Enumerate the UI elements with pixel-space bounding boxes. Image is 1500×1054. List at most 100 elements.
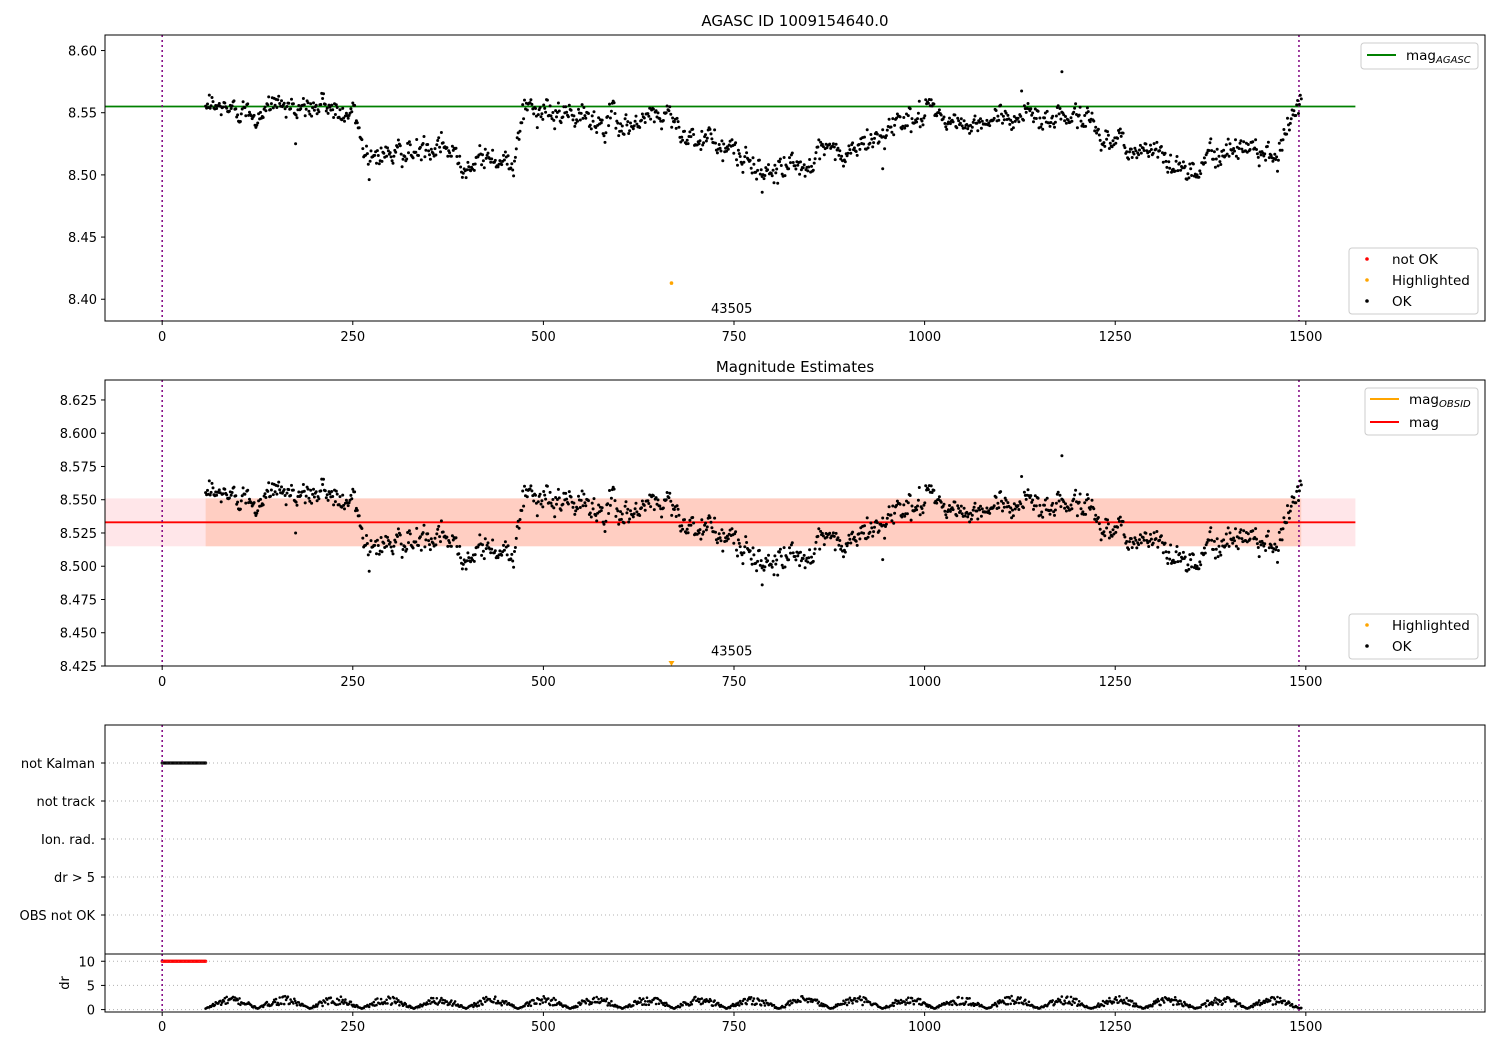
ok-point [219, 500, 223, 504]
ok-point [319, 103, 323, 106]
ok-point [652, 120, 656, 124]
ok-point [1073, 493, 1077, 497]
dr-point [642, 997, 645, 1000]
ok-point [1095, 131, 1099, 135]
panel1-ytick-label: 8.55 [68, 107, 97, 122]
dr-point [492, 1000, 495, 1004]
ok-point [893, 511, 897, 515]
dr-point [910, 996, 914, 1000]
ok-point [775, 167, 779, 171]
ok-point [1175, 545, 1179, 548]
ok-point [1197, 567, 1201, 571]
ok-point [528, 101, 532, 105]
dr-point [1017, 1001, 1021, 1005]
ok-point [910, 117, 914, 121]
ok-point [1054, 501, 1058, 505]
ok-point [926, 101, 930, 105]
ok-point [1167, 160, 1171, 164]
ok-point [822, 543, 826, 547]
ok-point [1188, 162, 1192, 166]
ok-point [569, 495, 573, 499]
ok-point [1001, 114, 1005, 118]
ok-point [698, 528, 702, 532]
ok-point [347, 114, 351, 117]
dr-point [372, 1000, 376, 1004]
ok-point [1159, 145, 1163, 148]
ok-point [555, 115, 558, 119]
ok-point [1265, 534, 1269, 538]
ok-point [1195, 564, 1199, 568]
ok-point [1295, 103, 1299, 107]
ok-point [484, 156, 488, 160]
ok-point [851, 530, 855, 534]
ok-point [1269, 543, 1273, 547]
ok-point [736, 148, 740, 152]
ok-point [386, 539, 390, 542]
ok-point [656, 498, 660, 502]
ok-point [1166, 170, 1170, 174]
dr-point [1077, 1000, 1081, 1003]
dr-point [604, 999, 608, 1003]
ok-point [1144, 531, 1148, 535]
ok-point [890, 519, 894, 523]
ok-point [769, 563, 773, 567]
ok-point [1224, 532, 1228, 536]
dr-point [846, 998, 850, 1001]
ok-point [789, 161, 792, 165]
ok-point [342, 116, 346, 120]
ok-point [1274, 158, 1278, 161]
ok-point [513, 159, 516, 163]
ok-point [328, 492, 332, 496]
ok-point [1060, 70, 1064, 74]
ok-point [434, 153, 438, 157]
ok-point [1031, 111, 1035, 115]
ok-point [1281, 138, 1285, 142]
ok-point [1207, 149, 1211, 152]
ok-point [1202, 546, 1206, 550]
ok-point [834, 142, 838, 146]
dr-point [937, 1006, 940, 1009]
ok-point [660, 127, 664, 131]
dr-point [1022, 1002, 1025, 1006]
ok-point [774, 562, 778, 566]
ok-point [865, 516, 869, 520]
ok-point [1121, 131, 1125, 135]
ok-point [721, 549, 725, 553]
ok-point [225, 106, 229, 110]
ok-point [796, 163, 800, 167]
ok-point [1102, 141, 1106, 145]
ok-point [466, 160, 470, 164]
dr-point [394, 1001, 398, 1005]
panel2-xtick-label: 1000 [908, 675, 941, 690]
ok-point [908, 494, 912, 497]
ok-point [206, 488, 209, 492]
ok-point [921, 123, 925, 127]
ok-point [1212, 157, 1215, 161]
dr-point [605, 997, 609, 1001]
ok-point [620, 124, 624, 128]
ok-point [719, 149, 723, 153]
ok-point [603, 530, 607, 533]
ok-point [589, 515, 593, 519]
dr-point [1221, 1002, 1224, 1005]
ok-point [1111, 139, 1115, 143]
ok-point [373, 543, 377, 547]
ok-point [594, 126, 598, 129]
ok-point [1255, 152, 1259, 156]
dr-point [789, 999, 792, 1002]
ok-point [1234, 527, 1237, 531]
ok-point [963, 514, 967, 518]
ok-point [367, 178, 371, 182]
dr-point [239, 1003, 242, 1007]
dr-point [213, 1003, 217, 1007]
ok-point [325, 493, 329, 497]
ok-point [1161, 160, 1165, 164]
ok-point [665, 104, 669, 108]
ok-point [680, 135, 684, 139]
dr-point [225, 995, 228, 999]
ok-point [730, 138, 734, 142]
dr-point [289, 998, 292, 1001]
ok-point [854, 150, 858, 153]
dr-point [505, 1000, 508, 1003]
ok-point [1135, 546, 1139, 550]
